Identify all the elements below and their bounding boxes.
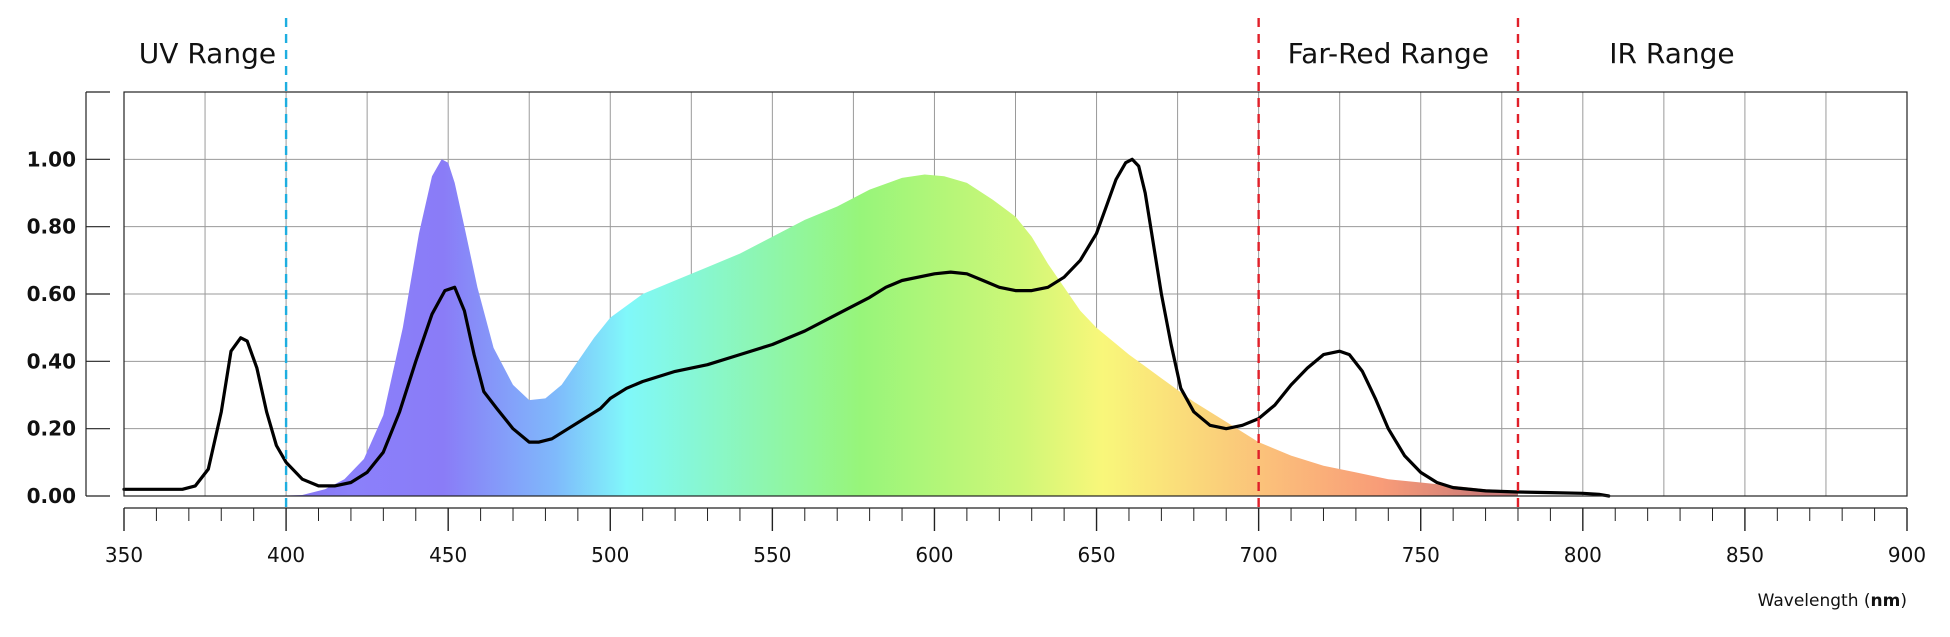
spectrum-line-layer [122, 157, 1611, 498]
y-axis: 0.00 0.20 0.40 0.60 0.80 1.00 [27, 91, 110, 508]
region-boundary-lines [284, 18, 1520, 514]
x-tick-label: 450 [429, 543, 467, 567]
x-tick-label: 550 [753, 543, 791, 567]
x-tick-label: 800 [1564, 543, 1602, 567]
y-tick-label: 1.00 [27, 147, 76, 171]
region-label: IR Range [1609, 37, 1734, 70]
y-tick-label: 0.20 [27, 417, 76, 441]
x-tick-label: 600 [915, 543, 953, 567]
plot-frame [123, 91, 1908, 497]
x-axis-title-close: ) [1900, 591, 1907, 611]
spectrum-fill-area [162, 159, 1518, 497]
region-label: UV Range [139, 37, 276, 70]
spectrum-fill-layer [162, 159, 1518, 497]
x-tick-label: 350 [105, 543, 143, 567]
x-axis-title-text: Wavelength ( [1758, 591, 1871, 611]
x-axis-title-unit: nm [1871, 591, 1901, 611]
x-tick-label: 850 [1726, 543, 1764, 567]
y-tick-label: 0.80 [27, 215, 76, 239]
region-label: Far-Red Range [1288, 37, 1489, 70]
y-tick-label: 0.60 [27, 282, 76, 306]
x-tick-label: 700 [1240, 543, 1278, 567]
y-tick-label: 0.00 [27, 484, 76, 508]
x-axis: 350 400 450 500 550 600 650 700 750 800 850 900 [105, 507, 1926, 567]
x-tick-label: 500 [591, 543, 629, 567]
x-tick-label: 750 [1402, 543, 1440, 567]
x-axis-title: Wavelength (nm) [1758, 591, 1907, 611]
y-tick-label: 0.40 [27, 349, 76, 373]
spectrum-line-series [122, 157, 1611, 498]
x-tick-label: 650 [1077, 543, 1115, 567]
region-labels: UV Range Far-Red Range IR Range [139, 37, 1735, 70]
x-tick-label: 400 [267, 543, 305, 567]
x-tick-label: 900 [1888, 543, 1926, 567]
